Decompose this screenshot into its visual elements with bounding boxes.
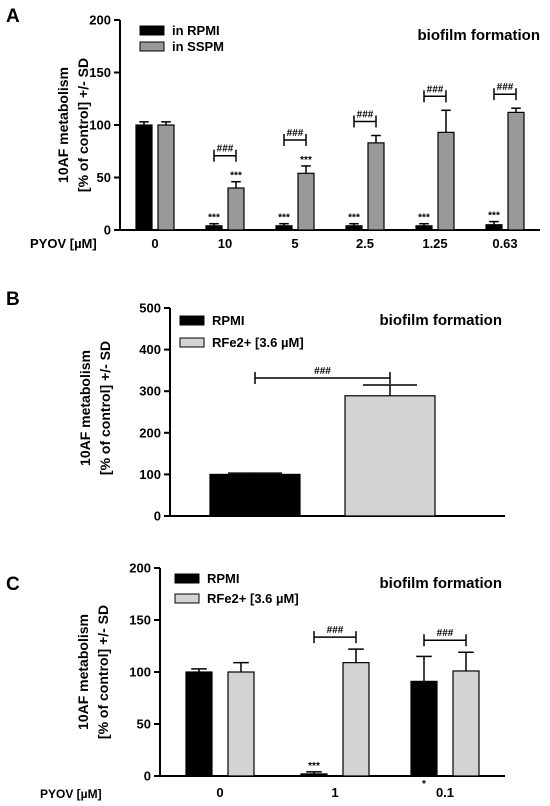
chart-a-bar-rpmi-4: [415, 225, 433, 231]
chart-a-bracket-3-label: ###: [357, 110, 374, 121]
chart-b-ytick-label-4: 400: [139, 342, 161, 357]
chart-c-xtick-label-0: 0: [216, 785, 223, 800]
chart-c-ytick-label-1: 50: [137, 717, 151, 732]
chart-a-bar-rpmi-0: [135, 124, 153, 231]
chart-c-sig-rpmi-1: ***: [308, 761, 320, 772]
chart-c-bracket-1-label: ###: [327, 625, 344, 636]
chart-c-legend-swatch-1: [174, 593, 200, 604]
chart-b-bar-1: [344, 395, 436, 517]
chart-a-legend-label-1: in SSPM: [172, 39, 224, 54]
chart-b-legend-label-1: RFe2+ [3.6 µM]: [212, 335, 304, 350]
chart-a-sig-rpmi-2: ***: [278, 213, 290, 224]
chart-b-ytick-label-0: 0: [154, 509, 161, 524]
chart-b-bracket-label: ###: [314, 366, 331, 377]
chart-a-sig-sspm-2: ***: [300, 155, 312, 166]
chart-a-ytick-label-1: 50: [97, 170, 111, 185]
chart-b-ytick-label-5: 500: [139, 301, 161, 316]
chart-b-bar-0: [209, 473, 301, 517]
chart-b-ylabel-line1: 10AF metabolism: [77, 350, 93, 466]
chart-a-bracket-4-label: ###: [427, 84, 444, 95]
chart-a-legend-swatch-0: [139, 25, 165, 36]
chart-c-ylabel-line2: [% of control] +/- SD: [95, 605, 111, 739]
chart-a-bar-sspm-5: [507, 111, 525, 231]
chart-c-ylabel-line1: 10AF metabolism: [75, 614, 91, 730]
chart-a-bar-sspm-4: [437, 131, 455, 231]
chart-a-ytick-label-0: 0: [104, 223, 111, 238]
chart-b-ytick-label-2: 200: [139, 425, 161, 440]
chart-c-bar-rfe-1: [342, 662, 370, 777]
chart-a-legend-swatch-1: [139, 41, 165, 52]
chart-c-legend-label-1: RFe2+ [3.6 µM]: [207, 591, 299, 606]
chart-a-xlabel: PYOV [µM]: [30, 236, 97, 251]
chart-a-legend-label-0: in RPMI: [172, 23, 220, 38]
chart-a-xtick-label-3: 2.5: [356, 236, 374, 251]
chart-a-bar-sspm-2: [297, 172, 315, 231]
chart-a-ytick-label-3: 150: [89, 65, 111, 80]
panel-label-a: A: [6, 6, 20, 27]
chart-c-sig-rpmi-2: *: [422, 779, 426, 790]
chart-c-bracket-2-label: ###: [437, 628, 454, 639]
chart-c-xlabel: PYOV [µM]: [40, 787, 102, 801]
panel-label-c: C: [6, 574, 20, 595]
chart-c-xtick-label-1: 1: [331, 785, 338, 800]
chart-a-bracket-5-label: ###: [497, 82, 514, 93]
chart-a-ylabel-line1: 10AF metabolism: [55, 67, 71, 183]
chart-c-legend-swatch-0: [174, 573, 200, 584]
chart-a-bar-sspm-1: [227, 187, 245, 231]
chart-c-bar-rfe-0: [227, 671, 255, 777]
chart-a-bar-sspm-0: [157, 124, 175, 231]
chart-c-bar-rfe-2: [452, 670, 480, 777]
chart-a-sig-sspm-1: ***: [230, 171, 242, 182]
chart-c-bar-rpmi-0: [185, 671, 213, 777]
chart-c-ytick-label-2: 100: [129, 665, 151, 680]
chart-a-xtick-label-4: 1.25: [422, 236, 447, 251]
chart-a-xtick-label-2: 5: [291, 236, 298, 251]
chart-a-xtick-label-0: 0: [151, 236, 158, 251]
chart-b-legend-label-0: RPMI: [212, 313, 245, 328]
chart-a-bar-sspm-3: [367, 142, 385, 231]
chart-a-bar-rpmi-3: [345, 225, 363, 231]
chart-a-sig-rpmi-3: ***: [348, 213, 360, 224]
chart-a-sig-rpmi-1: ***: [208, 213, 220, 224]
chart-b-legend-swatch-0: [179, 315, 205, 326]
chart-a-bar-rpmi-5: [485, 224, 503, 231]
chart-b-ylabel-line2: [% of control] +/- SD: [97, 341, 113, 475]
chart-a-sig-rpmi-5: ***: [488, 211, 500, 222]
chart-a-bar-rpmi-1: [205, 225, 223, 231]
chart-b-title: biofilm formation: [380, 312, 503, 329]
chart-a-xtick-label-5: 0.63: [492, 236, 517, 251]
chart-a-sig-rpmi-4: ***: [418, 213, 430, 224]
chart-c-title: biofilm formation: [380, 575, 503, 592]
chart-a-bar-rpmi-2: [275, 225, 293, 231]
chart-a-ytick-label-2: 100: [89, 118, 111, 133]
chart-a-title: biofilm formation: [418, 27, 541, 44]
chart-c: 10AF metabolism [% of control] +/- SD bi…: [40, 561, 505, 801]
chart-a-ytick-label-4: 200: [89, 13, 111, 28]
chart-c-ytick-label-0: 0: [144, 769, 151, 784]
chart-c-xtick-label-2: 0.1: [436, 785, 454, 800]
chart-c-ytick-label-4: 200: [129, 561, 151, 576]
chart-c-ytick-label-3: 150: [129, 613, 151, 628]
chart-c-bar-rpmi-1: [300, 773, 328, 777]
chart-a-bracket-1-label: ###: [217, 144, 234, 155]
chart-b-ytick-label-1: 100: [139, 467, 161, 482]
chart-b-ytick-label-3: 300: [139, 384, 161, 399]
chart-b: 10AF metabolism [% of control] +/- SD bi…: [77, 301, 505, 524]
panel-label-b: B: [6, 289, 20, 310]
chart-a-ylabel-line2: [% of control] +/- SD: [75, 58, 91, 192]
chart-a-bracket-2-label: ###: [287, 128, 304, 139]
chart-b-legend-swatch-1: [179, 337, 205, 348]
chart-a-xtick-label-1: 10: [218, 236, 232, 251]
chart-a: 10AF metabolism [% of control] +/- SD bi…: [30, 13, 541, 251]
chart-c-bar-rpmi-2: [410, 680, 438, 777]
chart-c-legend-label-0: RPMI: [207, 571, 240, 586]
